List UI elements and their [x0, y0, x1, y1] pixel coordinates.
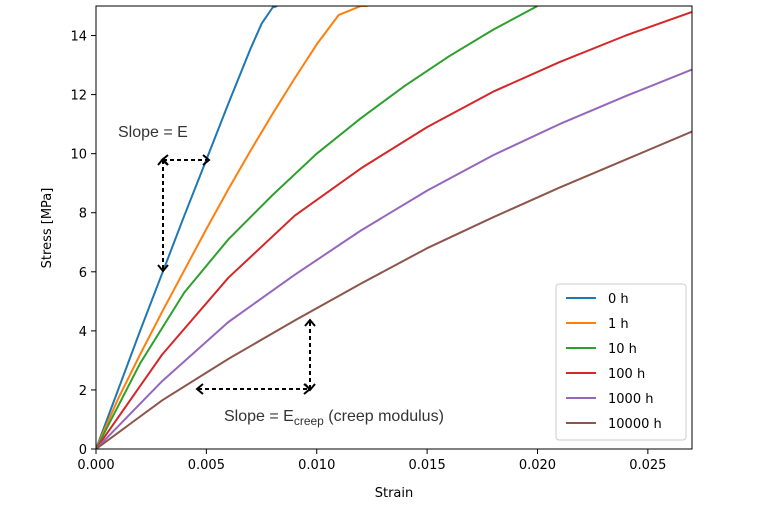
series-line-10000h: [96, 130, 692, 449]
x-tick-label: 0.010: [298, 458, 335, 473]
y-tick-label: 6: [79, 266, 87, 281]
slope-creep-subscript: creep: [294, 414, 324, 428]
arrowhead-down-icon: [157, 264, 169, 273]
plot-frame: [95, 5, 693, 450]
series-line-1000h: [96, 68, 692, 449]
legend: 0 h 1 h 10 h 100 h 1000 h 10000 h: [555, 283, 687, 441]
y-tick-label: 14: [70, 30, 87, 45]
axis-ticks: 0.000 0.005 0.010 0.015 0.020 0.025 0 2 4 6 8 10 12 1…: [70, 30, 666, 473]
slope-creep-suffix: (creep modulus): [324, 408, 444, 425]
x-tick-label: 0.005: [188, 458, 225, 473]
legend-label: 10 h: [608, 342, 637, 357]
x-tick-label: 0.025: [629, 458, 666, 473]
y-axis-label: Stress [MPa]: [40, 188, 55, 269]
arrowhead-right-icon: [202, 154, 211, 166]
slope-creep-label: Slope = Ecreep (creep modulus): [224, 408, 444, 428]
y-tick-label: 0: [79, 443, 87, 458]
slope-creep-prefix: Slope = E: [224, 408, 294, 425]
slope-creep-annotation: Slope = Ecreep (creep modulus): [195, 318, 444, 428]
x-tick-label: 0.000: [77, 458, 114, 473]
y-tick-label: 4: [79, 325, 87, 340]
series-line-1h: [96, 6, 368, 449]
legend-label: 100 h: [608, 367, 645, 382]
arrowhead-up-icon: [304, 318, 316, 327]
series-lines: [96, 6, 692, 449]
y-tick-label: 2: [79, 384, 87, 399]
series-line-100h: [96, 10, 692, 449]
x-tick-label: 0.015: [409, 458, 446, 473]
y-tick-label: 8: [79, 207, 87, 222]
y-tick-label: 10: [70, 148, 87, 163]
series-line-0h: [96, 6, 278, 449]
arrowhead-left-icon: [195, 383, 204, 395]
slope-e-label: Slope = E: [118, 124, 188, 141]
legend-label: 1000 h: [608, 392, 653, 407]
y-tick-label: 12: [70, 89, 87, 104]
x-axis-label: Strain: [375, 486, 414, 501]
arrowhead-up-icon: [157, 157, 169, 166]
x-tick-label: 0.020: [519, 458, 556, 473]
arrowhead-down-icon: [304, 383, 316, 392]
legend-label: 10000 h: [608, 417, 662, 432]
series-line-10h: [96, 6, 538, 449]
legend-label: 0 h: [608, 292, 629, 307]
legend-label: 1 h: [608, 317, 629, 332]
slope-e-annotation: Slope = E: [118, 124, 211, 273]
